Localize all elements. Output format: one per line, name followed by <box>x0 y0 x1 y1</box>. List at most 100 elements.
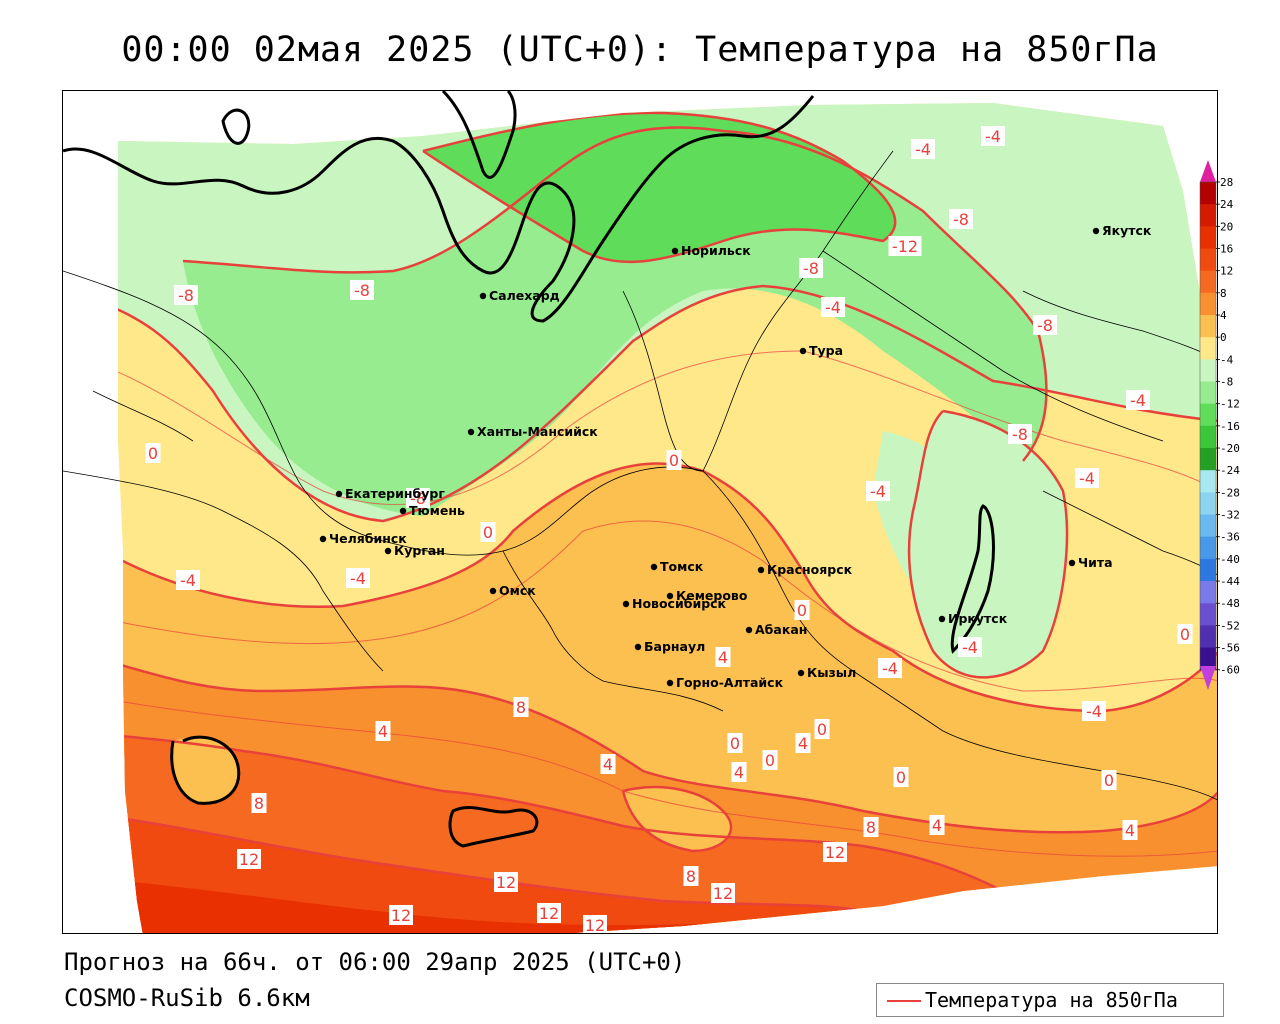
city-label: Тюмень <box>409 503 465 518</box>
contour-label: -4 <box>958 637 982 657</box>
city-dot <box>399 507 407 515</box>
contour-label: -4 <box>911 139 935 159</box>
city-dot <box>335 490 343 498</box>
contour-label: 12 <box>583 915 607 933</box>
city-label: Курган <box>394 543 445 558</box>
city-marker[interactable]: Тура <box>799 343 843 358</box>
contour-label: -8 <box>1008 424 1032 444</box>
city-marker[interactable]: Абакан <box>745 622 808 637</box>
contour-label: 0 <box>814 719 830 739</box>
contour-label-text: -8 <box>803 259 819 278</box>
contour-label-text: 0 <box>148 444 158 463</box>
colorbar-tick-label: -48 <box>1220 597 1240 610</box>
colorbar-swatch <box>1200 403 1216 427</box>
temperature-field <box>118 103 1217 933</box>
city-marker[interactable]: Омск <box>489 583 536 598</box>
contour-label-text: -4 <box>915 140 931 159</box>
contour-label: 4 <box>795 733 811 753</box>
contour-label: 4 <box>731 762 747 782</box>
contour-label-text: -4 <box>1079 469 1095 488</box>
contour-label-text: -8 <box>410 489 426 508</box>
city-dot <box>1068 559 1076 567</box>
city-marker[interactable]: Салехард <box>479 288 560 303</box>
contour-label: 4 <box>1122 820 1138 840</box>
city-dot <box>938 615 946 623</box>
contour-label-text: 0 <box>765 751 775 770</box>
model-info: COSMO-RuSib 6.6км <box>64 984 310 1012</box>
contour-label-text: 8 <box>686 867 696 886</box>
colorbar-tick-label: 20 <box>1220 220 1233 233</box>
city-marker[interactable]: Челябинск <box>319 531 407 546</box>
city-marker[interactable]: Норильск <box>671 243 751 258</box>
colorbar-swatch <box>1200 603 1216 626</box>
city-dot <box>622 600 630 608</box>
contour-label-text: 8 <box>866 818 876 837</box>
contour-label: -8 <box>1033 315 1057 335</box>
colorbar-tick-label: 8 <box>1220 287 1227 300</box>
contour-label: 4 <box>929 815 945 835</box>
colorbar-tick-label: -4 <box>1220 353 1234 366</box>
city-label: Барнаул <box>644 639 705 654</box>
contour-label-text: -4 <box>882 659 898 678</box>
city-markers: Якутск Норильск Салехард Тура Ханты-Мансийск… <box>319 223 1152 690</box>
contour-label-text: 0 <box>1104 771 1114 790</box>
contour-label: 0 <box>1177 624 1193 644</box>
contour-label: 8 <box>513 697 529 717</box>
colorbar-swatch <box>1200 448 1216 471</box>
colorbar-swatch <box>1200 381 1216 405</box>
isotherm-fine-lines <box>118 350 1217 857</box>
contour-label-text: 12 <box>713 884 733 903</box>
contour-label-text: -4 <box>825 298 841 317</box>
contour-label-text: -8 <box>1037 316 1053 335</box>
city-marker[interactable]: Горно-Алтайск <box>666 675 784 690</box>
contour-label: -4 <box>346 568 370 588</box>
city-marker[interactable]: Екатеринбург <box>335 486 446 501</box>
city-marker[interactable]: Красноярск <box>757 562 853 577</box>
city-marker[interactable]: Якутск <box>1092 223 1152 238</box>
contour-label: 0 <box>666 450 682 470</box>
city-label: Чита <box>1078 555 1113 570</box>
colorbar-swatches <box>1199 181 1217 671</box>
contour-label: 0 <box>893 767 909 787</box>
colorbar-tick-label: 16 <box>1220 243 1233 256</box>
city-marker[interactable]: Иркутск <box>938 611 1008 626</box>
contour-label-text: -8 <box>953 210 969 229</box>
colorbar-tick-label: -52 <box>1220 619 1240 632</box>
contour-label: 0 <box>727 733 743 753</box>
contour-label-text: -4 <box>962 638 978 657</box>
colorbar-tick-label: -12 <box>1220 398 1240 411</box>
contour-labels: -4 -4 -8 -12 -8 -8 -8 -4 -8 -4 -8 0 0 -4 -4 -8 0 -4 -4 0 0 -4… <box>145 126 1193 933</box>
city-label: Кызыл <box>807 665 856 680</box>
contour-label-text: 0 <box>730 734 740 753</box>
contour-label-text: 12 <box>496 873 516 892</box>
city-marker[interactable]: Ханты-Мансийск <box>467 424 598 439</box>
contour-label-text: -8 <box>354 281 370 300</box>
contour-label: 4 <box>375 721 391 741</box>
colorbar-tick-label: 12 <box>1220 265 1233 278</box>
city-marker[interactable]: Новосибирск <box>622 596 727 611</box>
contour-label-text: 4 <box>734 763 744 782</box>
city-label: Тура <box>809 343 843 358</box>
contour-label-text: 12 <box>539 904 559 923</box>
colorbar-tick-label: -40 <box>1220 553 1240 566</box>
colorbar-swatch <box>1200 204 1216 227</box>
city-marker[interactable]: Кемерово <box>666 588 748 603</box>
city-marker[interactable]: Чита <box>1068 555 1113 570</box>
city-marker[interactable]: Томск <box>650 559 704 574</box>
contour-label: 8 <box>863 817 879 837</box>
city-dot <box>671 247 679 255</box>
city-label: Омск <box>499 583 536 598</box>
contour-label-text: -4 <box>1086 702 1102 721</box>
city-marker[interactable]: Кызыл <box>797 665 856 680</box>
contour-label-text: -4 <box>350 569 366 588</box>
colorbar-tick-label: -20 <box>1220 442 1240 455</box>
colorbar-tick-label: -44 <box>1220 575 1240 588</box>
colorbar-swatch <box>1200 581 1216 604</box>
temperature-map[interactable]: -4 -4 -8 -12 -8 -8 -8 -4 -8 -4 -8 0 0 -4 -4 -8 0 -4 -4 0 0 -4… <box>62 90 1218 934</box>
contour-label: -8 <box>406 488 430 508</box>
city-marker[interactable]: Курган <box>384 543 445 558</box>
contour-label: -4 <box>1126 390 1150 410</box>
contour-label-text: 4 <box>718 648 728 667</box>
city-marker[interactable]: Барнаул <box>634 639 705 654</box>
city-marker[interactable]: Тюмень <box>399 503 465 518</box>
